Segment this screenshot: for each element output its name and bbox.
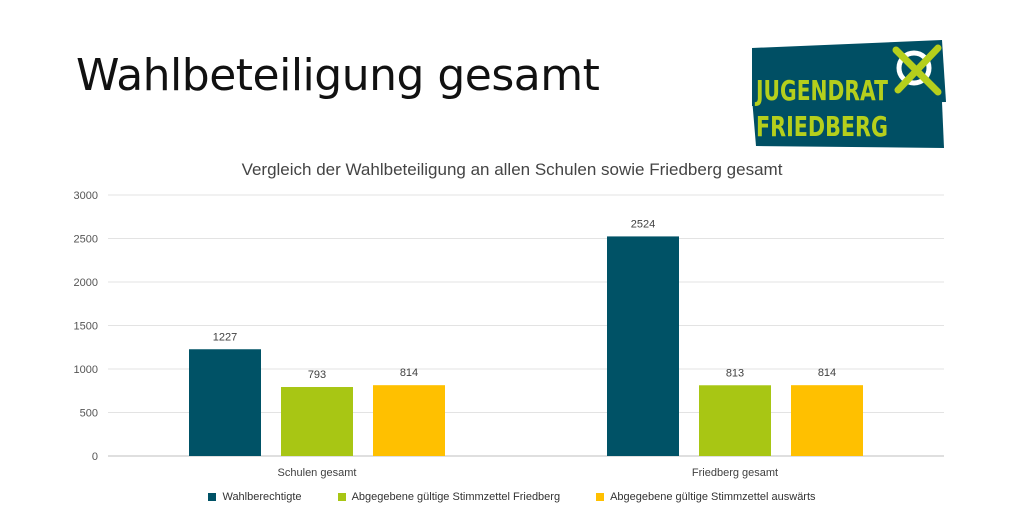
- legend-label: Abgegebene gültige Stimmzettel auswärts: [610, 491, 816, 503]
- x-tick-label: Schulen gesamt: [278, 467, 357, 479]
- bar: [189, 349, 261, 456]
- legend-swatch-auswaerts: [596, 493, 605, 501]
- y-tick-label: 500: [80, 408, 98, 420]
- bar: [373, 385, 445, 456]
- bar: [791, 385, 863, 456]
- data-label: 793: [308, 369, 326, 381]
- legend-label: Abgegebene gültige Stimmzettel Friedberg: [351, 491, 561, 503]
- legend-swatch-wahlberechtigte: [208, 493, 217, 501]
- data-label: 813: [726, 367, 744, 379]
- x-tick-label: Friedberg gesamt: [692, 467, 778, 479]
- legend-item: Abgegebene gültige Stimmzettel auswärts: [596, 491, 816, 503]
- legend-label: Wahlberechtigte: [222, 491, 302, 503]
- jugendrat-logo: JUGENDRAT FRIEDBERG: [752, 40, 946, 148]
- y-tick-label: 1500: [74, 321, 98, 333]
- data-label: 814: [818, 367, 836, 379]
- legend-item: Abgegebene gültige Stimmzettel Friedberg: [337, 491, 561, 503]
- y-tick-label: 1000: [74, 364, 98, 376]
- y-tick-label: 3000: [74, 190, 98, 202]
- slide-title: Wahlbeteiligung gesamt: [76, 50, 600, 101]
- legend-swatch-friedberg: [337, 493, 346, 501]
- data-label: 814: [400, 367, 418, 379]
- y-tick-label: 2000: [74, 277, 98, 289]
- chart-legend: Wahlberechtigte Abgegebene gültige Stimm…: [0, 491, 1024, 503]
- data-label: 1227: [213, 331, 237, 343]
- logo-line-2: FRIEDBERG: [756, 110, 888, 143]
- y-tick-label: 0: [92, 451, 98, 463]
- data-label: 2524: [631, 218, 655, 230]
- legend-item: Wahlberechtigte: [208, 491, 302, 503]
- bar: [607, 236, 679, 456]
- bar: [699, 385, 771, 456]
- bar: [281, 387, 353, 456]
- logo-line-1: JUGENDRAT: [755, 74, 888, 107]
- y-tick-label: 2500: [74, 234, 98, 246]
- chart-title: Vergleich der Wahlbeteiligung an allen S…: [241, 160, 783, 179]
